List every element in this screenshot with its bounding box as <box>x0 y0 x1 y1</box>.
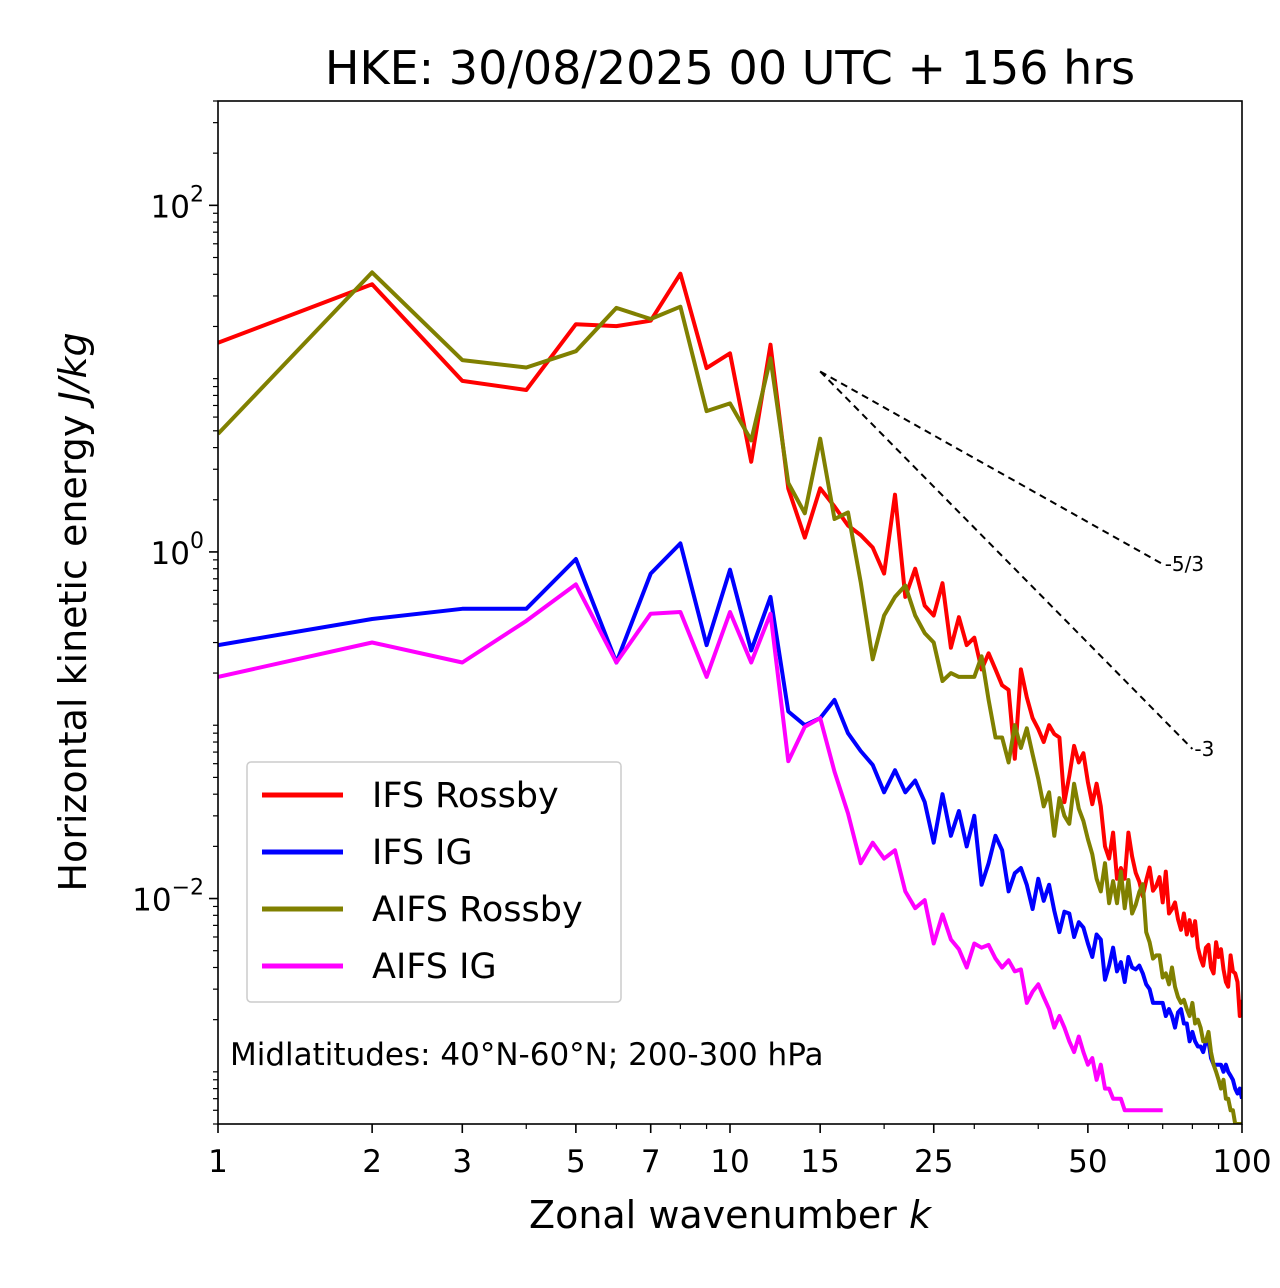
legend-label: AIFS Rossby <box>372 890 583 930</box>
y-axis-label: Horizontal kinetic energy J/kg <box>51 332 95 891</box>
axis-ticks: 1 2 3 5 7 10 15 25 50 100 102 100 10−2 <box>132 100 1272 1180</box>
series-lines <box>218 270 1242 1124</box>
x-tick-label: 15 <box>800 1144 839 1180</box>
region-annotation: Midlatitudes: 40°N-60°N; 200-300 hPa <box>230 1037 824 1073</box>
x-tick-label: 100 <box>1212 1144 1271 1180</box>
reference-line-slope <box>819 370 1194 750</box>
x-tick-label: 2 <box>362 1144 382 1180</box>
y-tick-label: 102 <box>151 182 204 225</box>
chart-title: HKE: 30/08/2025 00 UTC + 156 hrs <box>325 41 1135 95</box>
series-line-aifs-ig <box>218 582 1163 1113</box>
plot-frame <box>217 100 1243 1125</box>
x-axis-label: Zonal wavenumber k <box>529 1193 933 1237</box>
y-tick-label: 100 <box>151 529 204 572</box>
series-line-ifs-rossby <box>218 271 1242 1018</box>
x-tick-label: 7 <box>641 1144 661 1180</box>
x-tick-label: 1 <box>208 1144 228 1180</box>
legend-label: IFS IG <box>372 833 473 873</box>
legend-box <box>246 761 622 1003</box>
x-tick-label: 25 <box>914 1144 953 1180</box>
legend-label: AIFS IG <box>372 947 497 987</box>
reference-line-slope <box>819 370 1164 566</box>
x-tick-label: 5 <box>566 1144 586 1180</box>
x-tick-label: 10 <box>710 1144 749 1180</box>
series-line-aifs-rossby <box>218 270 1242 1124</box>
y-tick-label: 10−2 <box>132 876 204 919</box>
x-tick-label: 3 <box>452 1144 472 1180</box>
x-tick-label: 50 <box>1068 1144 1107 1180</box>
reference-line-label: -5/3 <box>1165 552 1204 576</box>
reference-slope-lines: -5/3 -3 <box>819 370 1214 761</box>
legend-label: IFS Rossby <box>372 776 559 816</box>
reference-line-label: -3 <box>1194 737 1214 761</box>
series-line-ifs-ig <box>218 541 1242 1100</box>
legend: IFS Rossby IFS IG AIFS Rossby AIFS IG <box>246 761 622 1003</box>
